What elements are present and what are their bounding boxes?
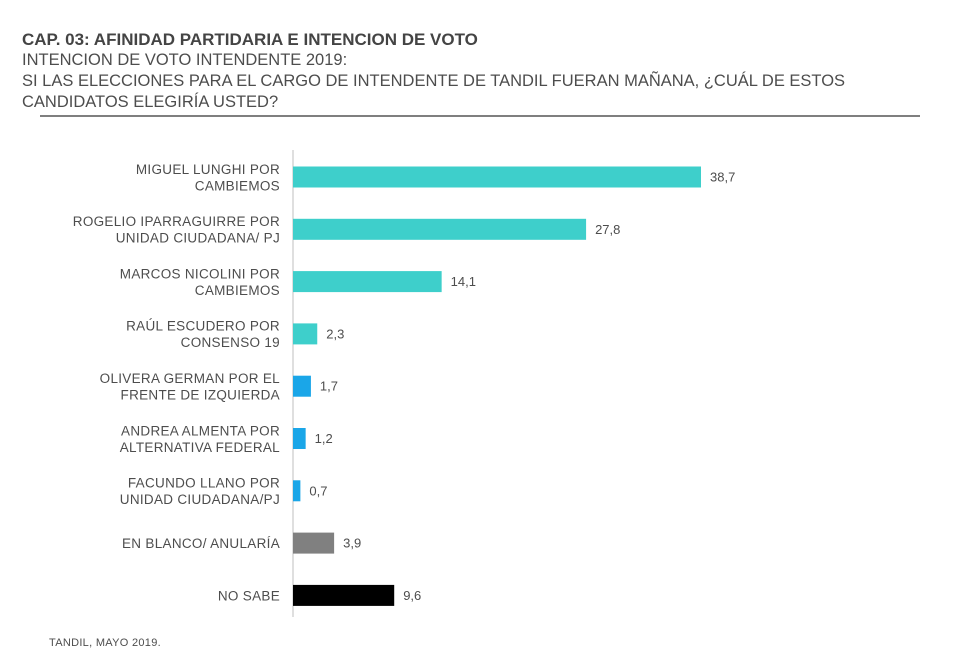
category-label-line: UNIDAD CIUDADANA/PJ — [120, 492, 280, 507]
bar — [293, 480, 301, 502]
value-label: 3,9 — [343, 536, 361, 551]
chapter-title: CAP. 03: AFINIDAD PARTIDARIA E INTENCION… — [22, 30, 478, 49]
value-label: 9,6 — [403, 588, 421, 603]
subtitle-line-2: SI LAS ELECCIONES PARA EL CARGO DE INTEN… — [22, 72, 846, 90]
category-label-line: RAÚL ESCUDERO POR — [126, 319, 280, 334]
category-label-line: CAMBIEMOS — [195, 178, 280, 193]
header-divider — [40, 115, 920, 117]
bar — [293, 532, 335, 554]
value-label: 14,1 — [451, 274, 476, 289]
category-label-line: FACUNDO LLANO POR — [128, 476, 280, 491]
category-label-line: OLIVERA GERMAN POR EL — [100, 371, 281, 386]
bar — [293, 375, 311, 397]
category-label: NO SABE — [218, 588, 280, 603]
category-label: MIGUEL LUNGHI POR CAMBIEMOS — [136, 162, 280, 194]
value-label: 1,7 — [320, 379, 338, 394]
footer-source: TANDIL, MAYO 2019. — [49, 637, 161, 649]
value-label: 1,2 — [315, 431, 333, 446]
category-label-line: ALTERNATIVA FEDERAL — [120, 440, 280, 455]
bar — [293, 271, 442, 293]
bar — [293, 323, 318, 345]
chart-header: CAP. 03: AFINIDAD PARTIDARIA E INTENCION… — [22, 29, 922, 113]
value-label: 27,8 — [595, 222, 620, 237]
category-label-line: MIGUEL LUNGHI POR — [136, 162, 280, 177]
value-label: 38,7 — [710, 170, 735, 185]
category-label: ROGELIO IPARRAGUIRRE POR UNIDAD CIUDADANA… — [73, 214, 280, 246]
category-label-line: MARCOS NICOLINI POR — [120, 266, 280, 281]
bar — [293, 166, 701, 188]
bar — [293, 584, 395, 606]
category-label-line: EN BLANCO/ ANULARÍA — [122, 536, 280, 551]
bar — [293, 428, 306, 449]
subtitle-line-1: INTENCION DE VOTO INTENDENTE 2019: — [22, 51, 348, 69]
category-label-line: CONSENSO 19 — [181, 335, 280, 350]
category-label-line: NO SABE — [218, 588, 280, 603]
category-label-line: ROGELIO IPARRAGUIRRE POR — [73, 214, 280, 229]
bar — [293, 218, 587, 240]
value-label: 0,7 — [309, 483, 327, 498]
category-label: FACUNDO LLANO POR UNIDAD CIUDADANA/PJ — [120, 476, 280, 508]
category-label-line: UNIDAD CIUDADANA/ PJ — [116, 231, 280, 246]
category-label: OLIVERA GERMAN POR EL FRENTE DE IZQUIERDA — [100, 371, 281, 403]
category-label: ANDREA ALMENTA POR ALTERNATIVA FEDERAL — [120, 423, 280, 455]
value-label: 2,3 — [326, 326, 344, 341]
category-label: MARCOS NICOLINI POR CAMBIEMOS — [120, 266, 280, 298]
category-label-line: CAMBIEMOS — [195, 283, 280, 298]
category-label-line: FRENTE DE IZQUIERDA — [121, 387, 280, 402]
subtitle-line-3: CANDIDATOS ELEGIRÍA USTED? — [22, 93, 279, 111]
category-label: EN BLANCO/ ANULARÍA — [122, 536, 280, 551]
category-label: RAÚL ESCUDERO POR CONSENSO 19 — [126, 319, 280, 351]
category-label-line: ANDREA ALMENTA POR — [121, 423, 280, 438]
